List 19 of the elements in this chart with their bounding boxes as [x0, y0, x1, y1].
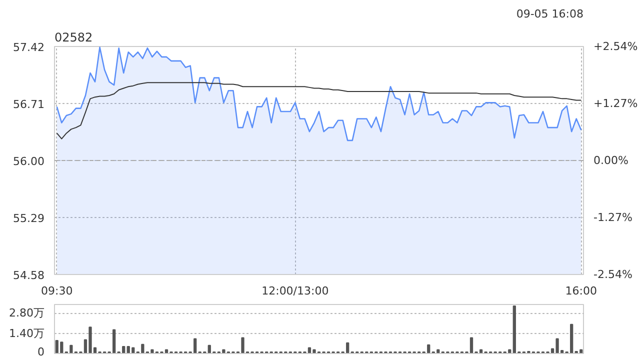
y2-tick-label: +2.54%	[594, 40, 638, 53]
text: 09-05 16:08	[516, 8, 584, 20]
x-tick-label: 09:30	[41, 284, 73, 298]
y-tick-label: 55.29	[13, 212, 45, 225]
chart-title: 02582	[54, 30, 93, 44]
x-tick-label: 12:00/13:00	[262, 284, 329, 298]
y-tick-label: 57.42	[13, 41, 45, 54]
y-tick-label: 54.58	[13, 269, 45, 282]
y2-tick-label: -1.27%	[594, 211, 632, 224]
y-tick-label: 56.00	[13, 155, 45, 168]
y-tick-label: 1.40万	[9, 326, 45, 340]
y2-tick-label: 0.00%	[594, 154, 628, 167]
y-tick-label: 0	[38, 346, 44, 358]
y-tick-label: 56.71	[13, 98, 45, 111]
y2-tick-label: -2.54%	[594, 268, 632, 281]
y2-tick-label: +1.27%	[594, 97, 638, 110]
line-series	[56, 82, 582, 140]
x-tick-label: 16:00	[565, 284, 597, 298]
y-tick-label: 2.80万	[9, 306, 45, 320]
